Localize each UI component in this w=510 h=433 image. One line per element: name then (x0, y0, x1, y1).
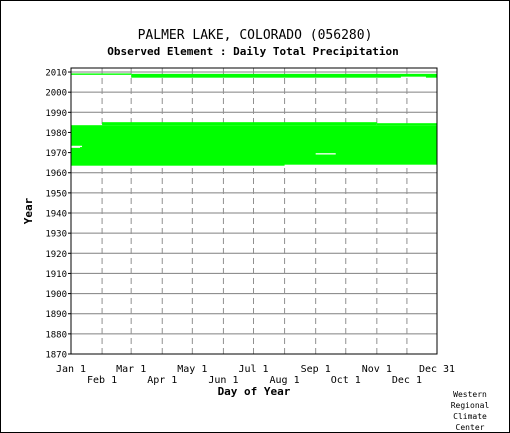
data-gap (315, 153, 336, 155)
x-tick-label: Nov 1 (362, 364, 392, 375)
y-axis-label: Year (22, 197, 35, 224)
y-tick-label: 1960 (45, 169, 67, 179)
y-tick-label: 1870 (45, 351, 67, 361)
y-tick-label: 1930 (45, 230, 67, 240)
x-tick-label: Jan 1 (56, 364, 86, 375)
x-tick-label: May 1 (177, 364, 207, 375)
chart-title: PALMER LAKE, COLORADO (056280) (138, 28, 373, 43)
x-tick-label: Dec 1 (392, 375, 422, 386)
data-block (131, 73, 438, 78)
y-tick-label: 1880 (45, 330, 67, 340)
x-tick-label: Sep 1 (301, 364, 331, 375)
data-gap (71, 145, 83, 148)
credit-line: Climate (453, 412, 487, 421)
x-tick-label: Jul 1 (238, 364, 268, 375)
x-tick-label: Apr 1 (147, 375, 177, 386)
y-tick-label: 1940 (45, 210, 67, 220)
plot-border (70, 67, 438, 355)
data-gap (400, 76, 426, 78)
y-tick-label: 2010 (45, 69, 67, 79)
y-tick-label: 2000 (45, 89, 67, 99)
y-tick-label: 1980 (45, 129, 67, 139)
x-axis-label: Day of Year (218, 385, 291, 398)
y-tick-label: 1990 (45, 109, 67, 119)
chart-subtitle: Observed Element : Daily Total Precipita… (107, 45, 398, 58)
data-gap (284, 164, 437, 166)
data-gap (71, 146, 81, 148)
credit-line: Center (455, 423, 485, 432)
data-block (71, 125, 437, 166)
credit-line: Regional (450, 401, 490, 410)
y-tick-label: 1920 (45, 250, 67, 260)
x-tick-label: Aug 1 (270, 375, 300, 386)
data-block (376, 123, 437, 126)
data-block (71, 73, 132, 75)
x-tick-label: Feb 1 (87, 375, 117, 386)
y-tick-label: 1970 (45, 149, 67, 159)
credit-block: Western Regional Climate Center (444, 389, 496, 433)
data-block (102, 122, 377, 126)
x-tick-label: Mar 1 (116, 364, 146, 375)
y-tick-label: 1950 (45, 189, 67, 199)
x-tick-label: Oct 1 (331, 375, 361, 386)
y-tick-label: 1900 (45, 290, 67, 300)
x-tick-label: Dec 31 (419, 364, 455, 375)
y-tick-label: 1890 (45, 310, 67, 320)
x-tick-label: Jun 1 (208, 375, 238, 386)
y-tick-label: 1910 (45, 270, 67, 280)
credit-line: Western (453, 390, 487, 399)
plot-area (71, 68, 437, 354)
